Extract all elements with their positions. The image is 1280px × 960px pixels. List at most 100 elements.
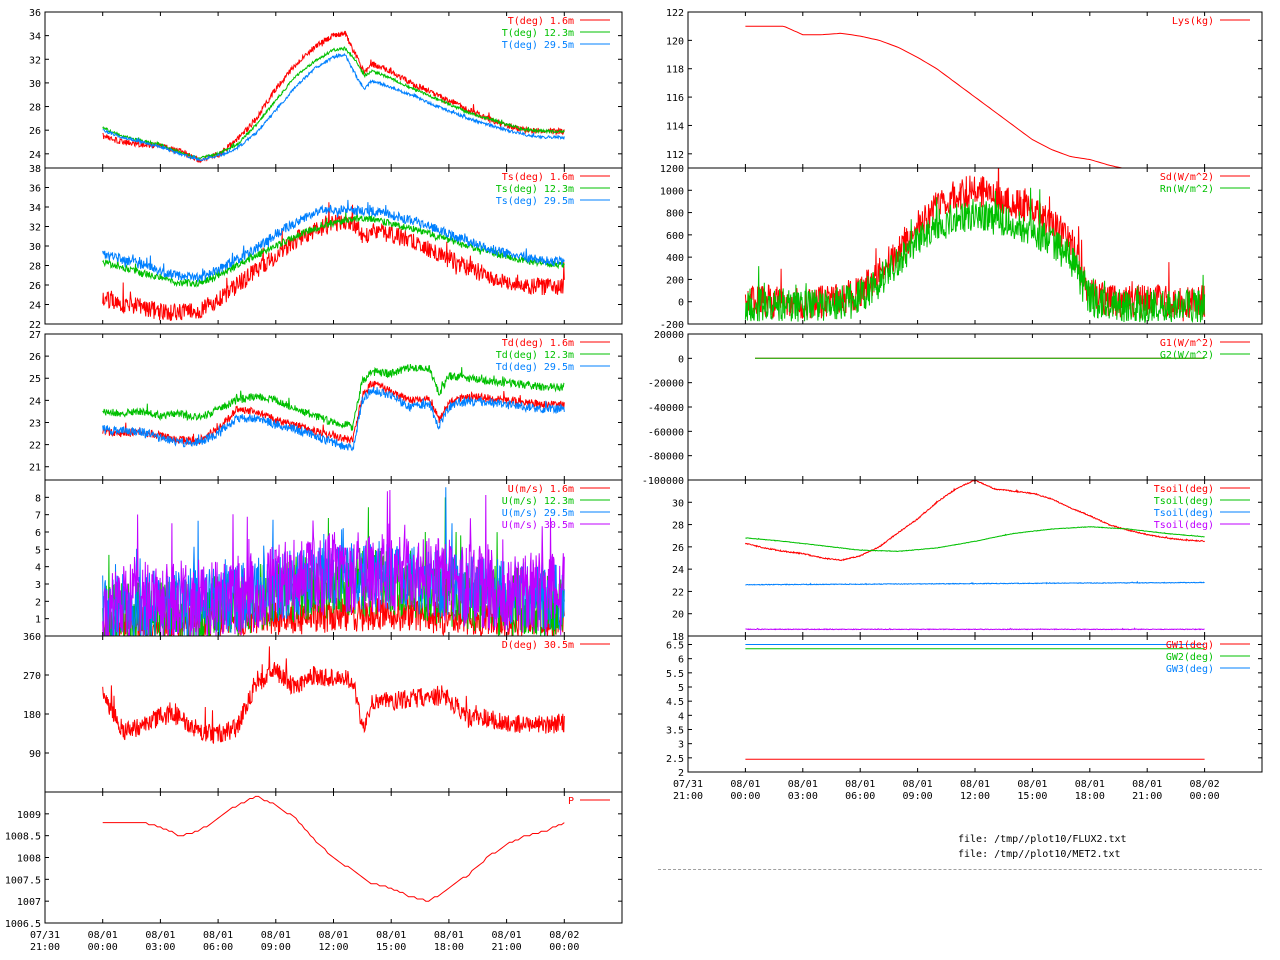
x-tick-label-date: 08/01 — [145, 930, 175, 941]
legend-label: Tsoil(deg) — [1154, 484, 1214, 495]
y-tick-label: 30 — [29, 242, 41, 253]
panel-ground-heat: -100000 -80000 -60000 -40000 -20000 0 20000 G1(… — [642, 330, 1263, 487]
y-tick-label: 3 — [35, 580, 41, 591]
panel-frame — [687, 11, 1263, 169]
y-tick-label: 32 — [29, 223, 41, 234]
x-tick-label-date: 08/01 — [903, 779, 933, 790]
x-tick-label-time: 09:00 — [261, 942, 291, 953]
x-tick-label-date: 08/01 — [1132, 779, 1162, 790]
y-tick-label: 26 — [672, 543, 684, 554]
panel-radiation: -200 0 200 400 600 800 1000 1200 Sd(W/m^2)Rn(W/m… — [660, 164, 1263, 331]
y-tick-label: 1008 — [17, 854, 41, 865]
series-line-dewpoint-1 — [102, 364, 565, 431]
legend-label: P — [568, 796, 574, 807]
x-tick-label-date: 08/02 — [1190, 779, 1220, 790]
legend-label: D(deg) 30.5m — [502, 640, 574, 651]
y-tick-label: 2 — [678, 768, 684, 779]
file-label-flux: file: /tmp//plot10/FLUX2.txt — [958, 834, 1127, 845]
x-tick-label-date: 08/01 — [203, 930, 233, 941]
legend-label: T(deg) 12.3m — [502, 28, 574, 39]
y-tick-label: 2 — [35, 597, 41, 608]
y-tick-label: 1000 — [660, 186, 684, 197]
legend-label: T(deg) 1.6m — [508, 16, 574, 27]
y-tick-label: 800 — [666, 209, 684, 220]
y-tick-label: 23 — [29, 418, 41, 429]
y-tick-label: 1009 — [17, 810, 41, 821]
y-tick-label: -200 — [660, 320, 684, 331]
series-line-wind-direction-0 — [102, 646, 565, 744]
y-tick-label: 20 — [672, 610, 684, 621]
y-tick-label: 4.5 — [666, 697, 684, 708]
legend-label: U(m/s) 12.3m — [502, 496, 574, 507]
panel-frame — [44, 635, 623, 793]
y-tick-label: 6 — [678, 655, 684, 666]
x-tick-label-date: 08/01 — [261, 930, 291, 941]
y-tick-label: 25 — [29, 374, 41, 385]
legend-label: U(m/s) 30.5m — [502, 520, 574, 531]
x-tick-label-time: 21:00 — [1132, 791, 1162, 802]
y-tick-label: -80000 — [648, 452, 684, 463]
series-line-soil-temperature-0 — [744, 480, 1205, 562]
x-tick-label-date: 08/01 — [845, 779, 875, 790]
x-tick-label-date: 08/01 — [1017, 779, 1047, 790]
series-line-temperature-1 — [102, 46, 565, 160]
legend-label: G2(W/m^2) — [1160, 350, 1214, 361]
legend-label: Tsoil(deg) — [1154, 508, 1214, 519]
x-tick-label-time: 12:00 — [318, 942, 348, 953]
file-label-met: file: /tmp//plot10/MET2.txt — [958, 849, 1121, 860]
y-tick-label: 34 — [29, 32, 41, 43]
legend-label: G1(W/m^2) — [1160, 338, 1214, 349]
y-tick-label: 360 — [23, 632, 41, 643]
panel-lysimeter: 112 114 116 118 120 122 Lys(kg) — [666, 8, 1263, 169]
legend-label: GW1(deg) — [1166, 640, 1214, 651]
x-tick-label-time: 12:00 — [960, 791, 990, 802]
y-tick-label: 122 — [666, 8, 684, 19]
legend-label: Td(deg) 12.3m — [496, 350, 574, 361]
y-tick-label: 0 — [678, 298, 684, 309]
y-tick-label: 5 — [35, 545, 41, 556]
x-tick-label-date: 07/31 — [673, 779, 703, 790]
legend-label: Td(deg) 1.6m — [502, 338, 574, 349]
panel-wind-direction: 90 180 270 360 D(deg) 30.5m — [23, 632, 623, 793]
y-tick-label: 3.5 — [666, 726, 684, 737]
x-tick-label-time: 18:00 — [434, 942, 464, 953]
y-tick-label: 26 — [29, 126, 41, 137]
y-tick-label: 5 — [678, 683, 684, 694]
y-tick-label: -20000 — [648, 379, 684, 390]
y-tick-label: 28 — [29, 103, 41, 114]
series-line-temperature-2 — [102, 52, 565, 162]
series-line-radiation-1 — [744, 187, 1206, 324]
x-tick-label-date: 08/01 — [88, 930, 118, 941]
series-line-temperature-0 — [102, 30, 565, 164]
series-line-sonic-temperature-2 — [102, 199, 565, 283]
legend-label: Tsoil(deg) — [1154, 496, 1214, 507]
y-tick-label: 27 — [29, 330, 41, 341]
x-tick-label-time: 00:00 — [88, 942, 118, 953]
legend-label: T(deg) 29.5m — [502, 40, 574, 51]
x-tick-label-time: 15:00 — [1017, 791, 1047, 802]
x-tick-label-time: 18:00 — [1075, 791, 1105, 802]
y-tick-label: 116 — [666, 93, 684, 104]
legend-label: Ts(deg) 12.3m — [496, 184, 574, 195]
y-tick-label: 3 — [678, 740, 684, 751]
y-tick-label: 120 — [666, 36, 684, 47]
y-tick-label: 38 — [29, 164, 41, 175]
y-tick-label: 24 — [29, 301, 41, 312]
y-tick-label: 24 — [29, 150, 41, 161]
y-tick-label: 2.5 — [666, 754, 684, 765]
series-line-dewpoint-0 — [102, 380, 565, 446]
y-tick-label: 30 — [29, 79, 41, 90]
y-tick-label: -60000 — [648, 427, 684, 438]
x-tick-label-date: 08/01 — [1075, 779, 1105, 790]
x-tick-label-date: 07/31 — [30, 930, 60, 941]
legend-label: Rn(W/m^2) — [1160, 184, 1214, 195]
y-tick-label: 36 — [29, 184, 41, 195]
legend-label: Tsoil(deg) — [1154, 520, 1214, 531]
y-tick-label: 1008.5 — [5, 832, 41, 843]
series-line-sonic-temperature-1 — [102, 210, 565, 288]
y-tick-label: 5.5 — [666, 669, 684, 680]
series-line-lysimeter-0 — [745, 25, 1124, 168]
y-tick-label: 21 — [29, 463, 41, 474]
